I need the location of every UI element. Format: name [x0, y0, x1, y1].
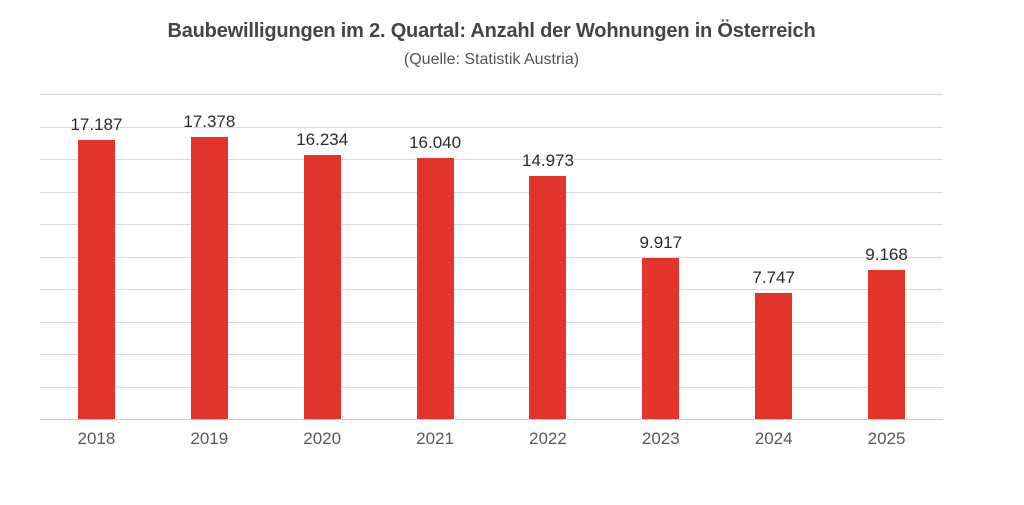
- x-tick-label-2018: 2018: [77, 429, 116, 448]
- gridline: [40, 321, 943, 323]
- chart-subtitle: (Quelle: Statistik Austria): [403, 51, 580, 68]
- x-tick-label-2020: 2020: [303, 429, 342, 448]
- value-label-2022: 14.973: [521, 150, 574, 170]
- plot-area: 17.187 17.378 16.234 16.040 14.973 9.917 7.747…: [40, 94, 943, 420]
- bar-2022: [529, 175, 567, 419]
- bar-2018: [77, 139, 115, 419]
- x-tick-label-2022: 2022: [529, 429, 567, 448]
- bar-2023: [642, 257, 680, 419]
- x-axis: 2018 2019 2020 2021 2022 2023 2024 2025: [40, 429, 943, 453]
- bar-2024: [755, 293, 793, 419]
- gridline: [40, 256, 943, 258]
- value-label-2023: 9.917: [639, 232, 683, 252]
- bar-2021: [416, 158, 454, 419]
- x-tick-label-2023: 2023: [641, 429, 680, 448]
- bar-2020: [303, 155, 341, 419]
- gridline: [40, 94, 943, 95]
- gridline: [40, 289, 943, 290]
- x-tick-label-2024: 2024: [754, 429, 793, 448]
- chart-header: Baubewilligungen im 2. Quartal: Anzahl d…: [0, 18, 983, 70]
- chart-title: Baubewilligungen im 2. Quartal: Anzahl d…: [167, 20, 816, 42]
- x-tick-label-2021: 2021: [416, 429, 454, 448]
- x-axis-line: [40, 419, 943, 420]
- bar-2025: [868, 270, 906, 419]
- x-tick-label-2019: 2019: [190, 429, 229, 448]
- bar-2019: [190, 136, 228, 419]
- value-label-2020: 16.234: [296, 130, 349, 150]
- value-label-2025: 9.168: [865, 245, 908, 265]
- value-label-2021: 16.040: [409, 133, 462, 153]
- gridline: [40, 159, 943, 160]
- gridline: [40, 191, 943, 193]
- gridline: [40, 224, 943, 225]
- value-label-2019: 17.378: [183, 111, 236, 131]
- value-label-2018: 17.187: [70, 114, 123, 134]
- gridline: [40, 126, 943, 128]
- gridline: [40, 354, 943, 355]
- value-label-2024: 7.747: [752, 268, 795, 288]
- x-tick-label-2025: 2025: [867, 429, 906, 448]
- gridline: [40, 386, 943, 388]
